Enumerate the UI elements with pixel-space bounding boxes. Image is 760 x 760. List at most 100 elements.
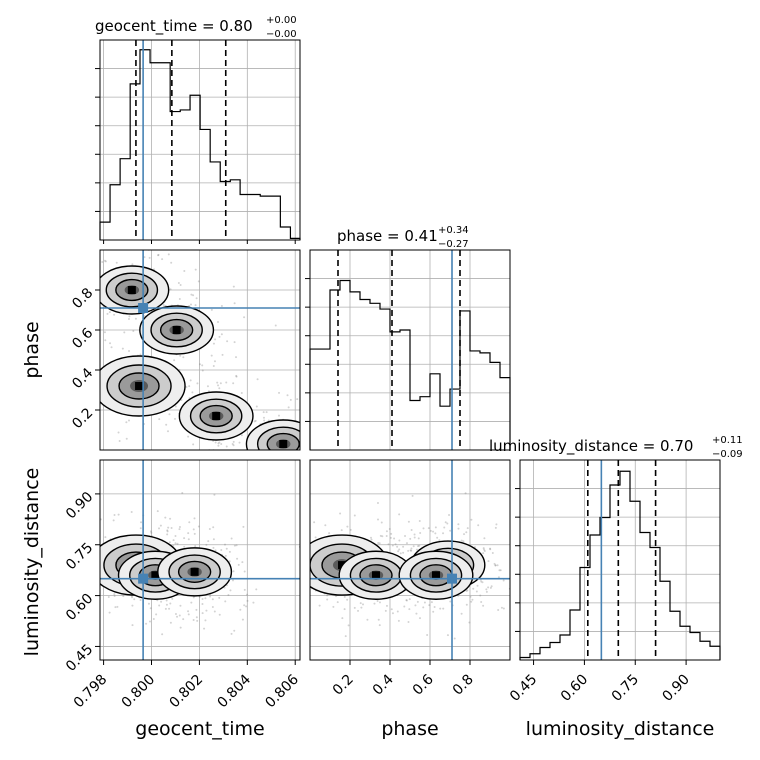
sample-point xyxy=(149,530,152,533)
sample-point xyxy=(391,544,394,547)
sample-point xyxy=(277,466,279,468)
sample-point xyxy=(214,338,217,341)
sample-point xyxy=(289,481,291,483)
sample-point xyxy=(210,308,213,311)
sample-point xyxy=(483,548,486,551)
sample-point xyxy=(410,547,413,550)
sample-point xyxy=(174,613,177,616)
sample-point xyxy=(118,440,121,443)
sample-point xyxy=(113,313,116,316)
sample-point xyxy=(496,564,499,567)
sample-point xyxy=(408,598,411,601)
sample-point xyxy=(242,475,244,477)
sample-point xyxy=(116,605,119,608)
sample-point xyxy=(192,618,195,621)
sample-point xyxy=(211,598,214,601)
sample-point xyxy=(344,635,347,638)
sample-point xyxy=(442,532,445,535)
sample-point xyxy=(407,549,410,552)
sample-point xyxy=(243,604,246,607)
sample-point xyxy=(376,502,379,505)
sample-point xyxy=(318,604,321,607)
sample-point xyxy=(489,547,492,550)
sample-point xyxy=(482,547,485,550)
sample-point xyxy=(476,584,479,587)
sample-point xyxy=(203,627,206,630)
sample-point xyxy=(97,291,99,293)
sample-point xyxy=(489,548,492,551)
sample-point xyxy=(446,522,449,525)
sample-point xyxy=(208,528,211,531)
sample-point xyxy=(159,524,162,527)
sample-point xyxy=(385,534,388,537)
sample-point xyxy=(233,495,235,497)
sample-point xyxy=(204,619,207,622)
sample-point xyxy=(235,356,238,359)
contour-panel-geocent_time-phase xyxy=(67,249,336,497)
sample-point xyxy=(470,518,473,521)
sample-point xyxy=(116,457,118,459)
x-tick-label-geocent_time: 0.800 xyxy=(119,672,159,712)
sample-point xyxy=(334,412,336,414)
sample-point xyxy=(439,607,442,610)
sample-point xyxy=(197,525,200,528)
sample-point xyxy=(217,320,220,323)
sample-point xyxy=(65,520,67,522)
sample-point xyxy=(233,302,236,305)
sample-point xyxy=(216,381,219,384)
sample-point xyxy=(413,536,416,539)
sample-point xyxy=(204,597,207,600)
sample-point xyxy=(304,454,306,456)
sample-point xyxy=(235,544,238,547)
sample-point xyxy=(115,261,118,264)
sample-point xyxy=(448,514,451,517)
sample-point xyxy=(174,535,177,538)
histogram-geocent_time xyxy=(99,49,301,240)
sample-point xyxy=(331,411,333,413)
sample-point xyxy=(107,596,110,599)
sample-point xyxy=(432,530,435,533)
sample-point xyxy=(265,411,268,414)
sample-point xyxy=(232,444,235,447)
sample-point xyxy=(465,531,468,534)
sample-point xyxy=(405,542,408,545)
sample-point xyxy=(197,280,200,283)
sample-point xyxy=(91,563,93,565)
sample-point xyxy=(113,595,116,598)
sample-point xyxy=(483,537,486,540)
y-tick-label-phase: 0.4 xyxy=(69,365,96,392)
sample-point xyxy=(192,294,195,297)
x-tick-label-luminosity_distance: 0.75 xyxy=(609,672,642,705)
sample-point xyxy=(256,378,259,381)
panel-content xyxy=(263,460,510,660)
title-phase: phase = 0.41 +0.34 −0.27 xyxy=(337,225,469,250)
sample-point xyxy=(263,581,265,583)
title-ld-main: luminosity_distance = 0.70 xyxy=(489,437,693,456)
sample-point xyxy=(246,593,249,596)
sample-point xyxy=(104,536,107,539)
sample-point xyxy=(334,427,336,429)
sample-point xyxy=(183,269,186,272)
sample-point xyxy=(422,527,425,530)
sample-point xyxy=(384,609,387,612)
sample-point xyxy=(67,329,69,331)
sample-point xyxy=(353,514,356,517)
sample-point xyxy=(353,606,356,609)
sample-point xyxy=(232,285,235,288)
sample-point xyxy=(95,272,97,274)
sample-point xyxy=(86,316,88,318)
x-tick-label-luminosity_distance: 0.90 xyxy=(660,672,693,705)
sample-point xyxy=(417,537,420,540)
sample-point xyxy=(287,583,289,585)
sample-point xyxy=(183,537,186,540)
sample-point xyxy=(178,528,181,531)
sample-point xyxy=(331,464,333,466)
sample-point xyxy=(164,516,167,519)
sample-point xyxy=(201,598,204,601)
sample-point xyxy=(48,580,50,582)
sample-point xyxy=(235,375,238,378)
sample-point xyxy=(377,618,380,621)
sample-point xyxy=(187,610,190,613)
sample-point xyxy=(187,532,190,535)
